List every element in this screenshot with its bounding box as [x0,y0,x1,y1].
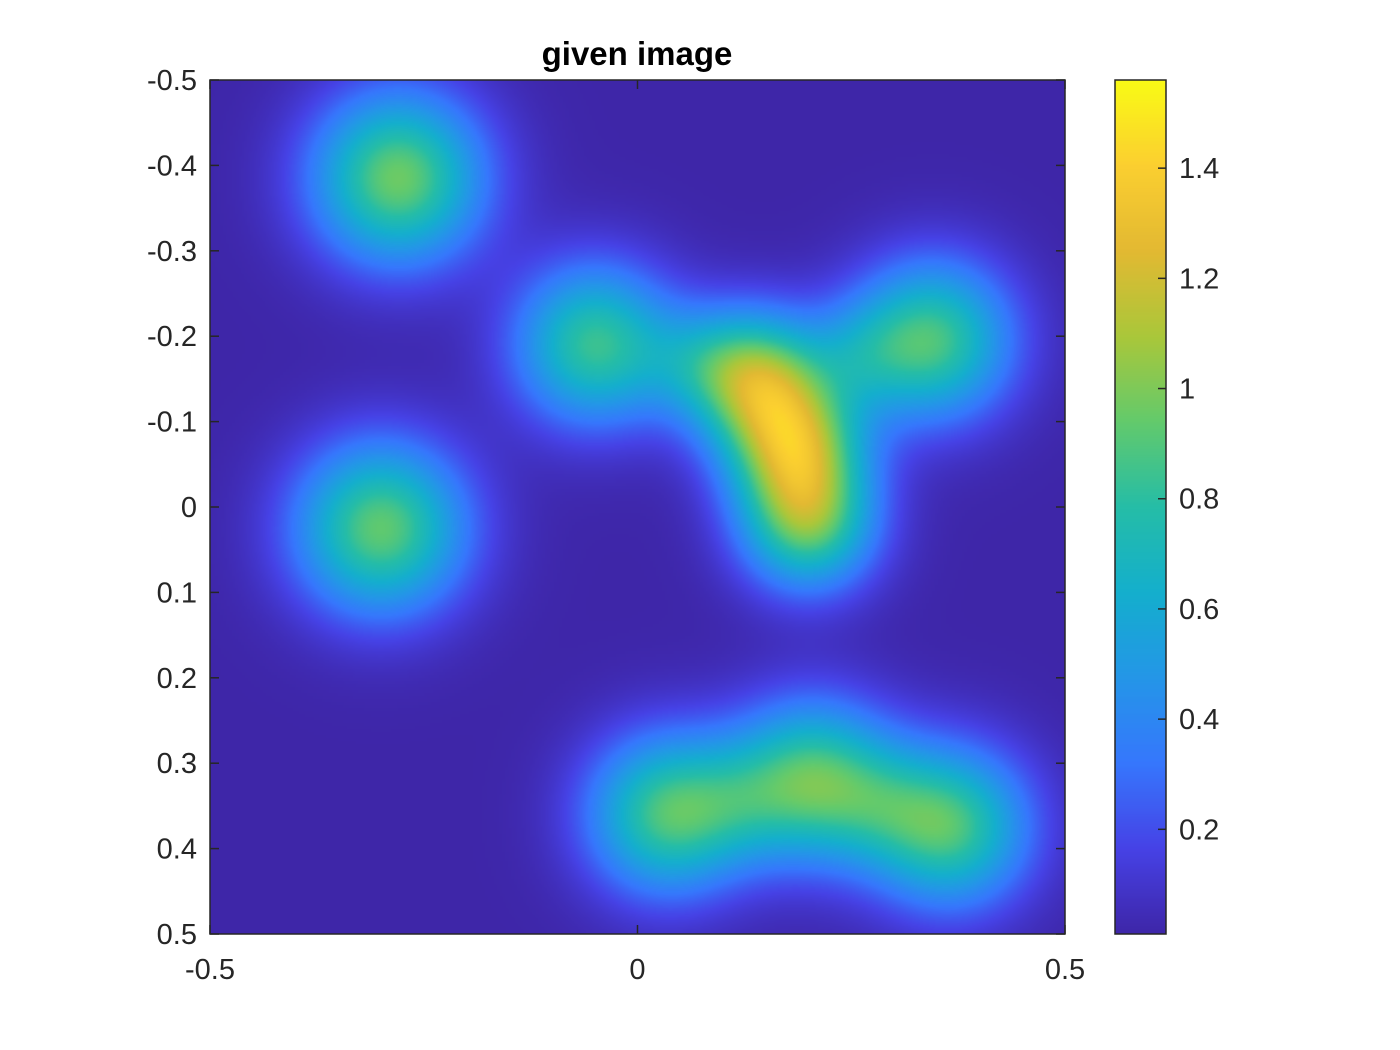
y-tick-label: 0.3 [157,748,197,780]
colorbar-tick-label: 0.2 [1179,814,1219,846]
x-axis: -0.5 0 0.5 [185,80,1085,986]
y-tick-label: 0.1 [157,577,197,609]
y-tick-label: -0.1 [147,407,197,439]
y-tick-label: -0.5 [147,65,197,97]
colorbar-tick-label: 1.2 [1179,263,1219,295]
colorbar-image-wrapper [1115,80,1166,934]
colorbar-tick-label: 1.4 [1179,153,1219,185]
colorbar-axis: 0.2 0.4 0.6 0.8 1 1.2 1.4 [1158,153,1219,846]
chart-title: given image [542,35,733,72]
y-tick-label: 0.2 [157,663,197,695]
x-tick-label: 0.5 [1045,954,1085,986]
colorbar-tick-label: 1 [1179,374,1195,406]
y-tick-label: -0.2 [147,321,197,353]
colorbar-tick-label: 0.8 [1179,484,1219,516]
colorbar-image [1115,80,1166,934]
y-tick-label: -0.3 [147,236,197,268]
y-tick-label: 0 [181,492,197,524]
colorbar-box [1114,79,1167,935]
y-axis: -0.5 -0.4 -0.3 -0.2 -0.1 0 0.1 0.2 0.3 0.4 0.5 [147,65,1065,951]
colorbar-tick-label: 0.6 [1179,594,1219,626]
y-tick-label: 0.5 [157,919,197,951]
heatmap-image [210,80,1065,934]
x-tick-label: 0 [629,954,645,986]
x-tick-label: -0.5 [185,954,235,986]
y-tick-label: 0.4 [157,834,197,866]
colorbar-tick-label: 0.4 [1179,704,1219,736]
heatmap-image-wrapper [210,80,1065,934]
y-tick-label: -0.4 [147,150,197,182]
